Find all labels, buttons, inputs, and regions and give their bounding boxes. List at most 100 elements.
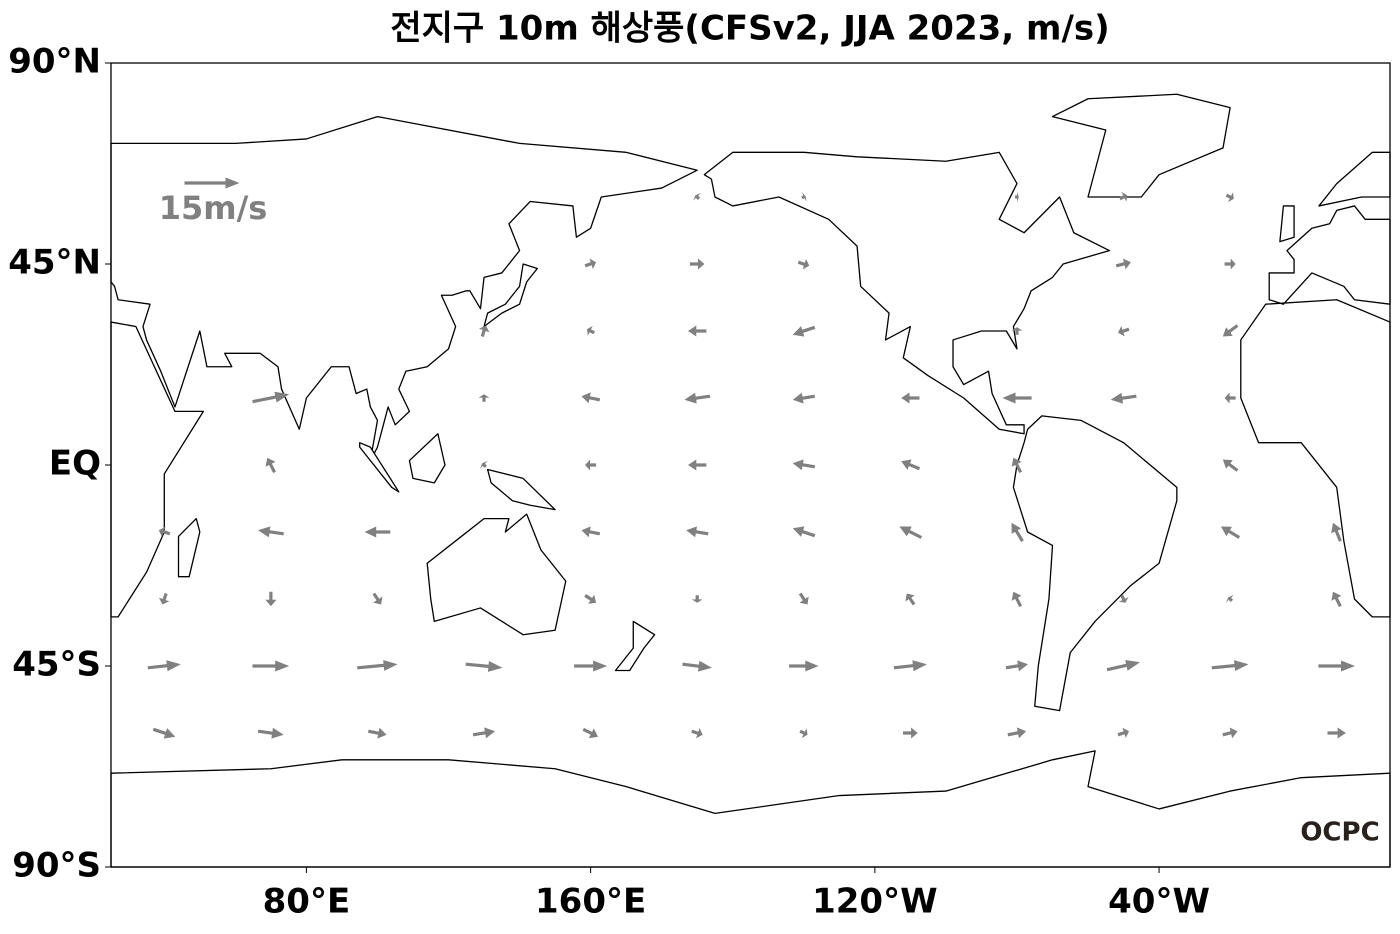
wind-vector: [1011, 457, 1023, 473]
wind-vector: [587, 325, 595, 336]
wind-vector: [797, 259, 810, 270]
wind-vector: [1011, 591, 1023, 607]
wind-vector: [1211, 660, 1249, 671]
wind-vector: [1222, 324, 1239, 337]
x-tick-label: 160°E: [535, 882, 646, 922]
wind-vector: [585, 459, 597, 471]
wind-vector: [265, 591, 277, 607]
map-title: 전지구 10m 해상풍(CFSv2, JJA 2023, m/s): [390, 9, 1109, 49]
logo: OCPC: [1300, 818, 1379, 848]
wind-vector: [686, 526, 709, 538]
wind-vector: [799, 728, 808, 739]
british-isles: [1280, 206, 1294, 242]
wind-vector: [691, 728, 703, 739]
wind-vector: [584, 258, 597, 269]
wind-vector: [1225, 192, 1234, 203]
wind-vector: [257, 727, 284, 739]
wind-vector: [901, 459, 921, 471]
europe-west-africa: [1241, 206, 1390, 617]
wind-vector: [893, 660, 927, 672]
wind-vector: [1011, 522, 1024, 542]
wind-vector: [582, 727, 598, 739]
borneo: [409, 434, 445, 483]
wind-vector: [1118, 594, 1129, 603]
wind-vector: [152, 727, 176, 739]
reference-label: 15m/s: [159, 189, 268, 227]
australia: [427, 514, 566, 635]
wind-vector: [789, 660, 819, 672]
wind-vector: [1224, 258, 1236, 270]
y-tick-label: 90°N: [8, 42, 101, 82]
wind-vector: [693, 192, 701, 201]
wind-vector: [480, 460, 488, 469]
wind-vector: [372, 592, 383, 605]
y-tick-label: EQ: [49, 444, 101, 484]
antarctica: [111, 751, 1390, 867]
wind-vector: [688, 459, 707, 471]
wind-vector: [1221, 526, 1241, 539]
wind-vector: [1331, 591, 1342, 607]
wind-vector: [792, 325, 816, 337]
new-guinea: [488, 469, 556, 509]
wind-vector: [1331, 522, 1342, 542]
wind-vector: [682, 660, 712, 672]
wind-vector: [1106, 660, 1140, 672]
wind-vector: [792, 526, 816, 538]
wind-vector: [357, 660, 398, 671]
wind-vector: [801, 192, 807, 202]
wind-vector: [899, 526, 923, 539]
sumatra: [360, 443, 399, 492]
greenland: [1052, 94, 1230, 197]
wind-vector: [574, 660, 608, 672]
wind-vector: [584, 594, 597, 604]
coastlines: [111, 94, 1390, 867]
wind-vector: [1005, 660, 1028, 672]
wind-vector: [147, 660, 181, 672]
wind-vector: [901, 392, 920, 404]
wind-vector: [479, 325, 490, 337]
eurasia: [111, 117, 697, 461]
wind-vector: [1118, 326, 1130, 337]
wind-vector: [1015, 191, 1019, 203]
x-tick-label: 120°W: [812, 882, 937, 922]
wind-vector: [1318, 660, 1355, 672]
wind-vector: [478, 394, 490, 402]
wind-vector: [1011, 327, 1023, 335]
wind-vector: [265, 457, 276, 473]
wind-vector: [158, 593, 170, 605]
wind-vector: [581, 392, 601, 404]
wind-vector: [691, 595, 703, 603]
y-tick-label: 45°S: [12, 645, 101, 685]
africa: [111, 322, 203, 617]
wind-vector: [1119, 191, 1128, 202]
x-tick-label: 40°W: [1108, 882, 1210, 922]
x-tick-label: 80°E: [263, 882, 351, 922]
wind-vector: [1117, 727, 1129, 738]
wind-vector: [368, 727, 387, 739]
new-zealand: [615, 621, 654, 670]
wind-vector: [798, 592, 809, 605]
japan: [484, 264, 537, 327]
y-tick-label: 45°N: [8, 243, 101, 283]
wind-vector: [184, 177, 240, 189]
wind-vector: [1222, 727, 1238, 739]
madagascar: [179, 519, 200, 577]
wind-vector: [1002, 392, 1032, 404]
wind-vector: [252, 660, 290, 672]
wind-vector: [258, 526, 284, 538]
wind-vector: [1115, 258, 1131, 270]
wind-vector: [158, 526, 171, 537]
wind-vector: [1222, 459, 1239, 472]
wind-vector: [472, 727, 495, 739]
wind-vector: [1224, 392, 1236, 404]
wind-vector: [581, 526, 601, 538]
wind-vector: [792, 459, 816, 471]
wind-vector: [689, 258, 705, 270]
y-tick-label: 90°S: [12, 846, 101, 886]
wind-vector: [1007, 727, 1027, 739]
wind-vector: [364, 526, 391, 538]
wind-vector: [688, 325, 707, 337]
scandinavia: [1319, 152, 1390, 206]
wind-vector: [1110, 392, 1137, 404]
wind-vector: [684, 392, 711, 404]
